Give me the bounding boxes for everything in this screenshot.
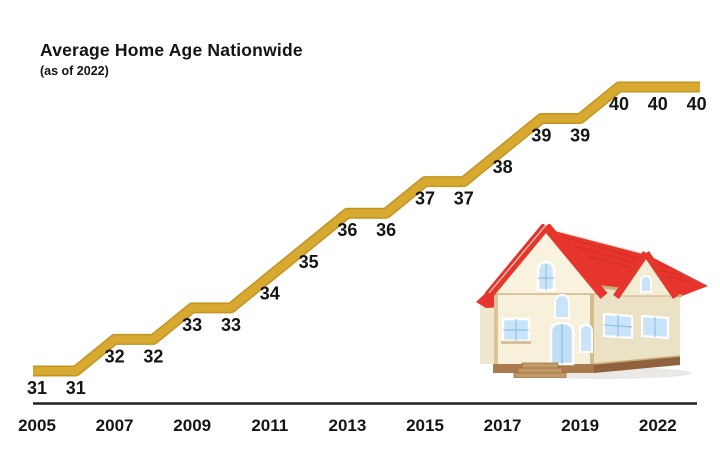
house-main-gable [484,224,608,299]
x-tick-label: 2005 [18,416,56,435]
value-label: 36 [337,220,357,240]
value-label: 40 [648,94,668,114]
value-label: 33 [182,315,202,335]
house-front-windows [501,293,593,366]
value-label: 37 [415,189,435,209]
step-line [33,83,701,375]
value-label: 39 [531,126,551,146]
x-tick-label: 2019 [561,416,599,435]
chart-title: Average Home Age Nationwide [40,40,303,60]
x-tick-label: 2007 [96,416,134,435]
value-label: 40 [687,94,707,114]
value-label: 31 [66,378,86,398]
house-right-wall [593,286,681,373]
value-label: 37 [454,189,474,209]
value-label: 35 [299,252,319,272]
value-label: 32 [105,346,125,366]
value-label: 33 [221,315,241,335]
value-label: 36 [376,220,396,240]
x-tick-label: 2013 [328,416,366,435]
house-right-gable [613,251,679,299]
chart-subtitle: (as of 2022) [40,64,109,78]
value-label: 34 [260,283,280,303]
x-tick-label: 2011 [251,416,288,435]
value-label: 38 [493,157,513,177]
value-label: 40 [609,94,629,114]
value-label: 32 [143,346,163,366]
value-label: 39 [570,126,590,146]
x-tick-label: 2022 [639,416,677,435]
x-tick-label: 2017 [484,416,522,435]
value-label: 31 [27,378,47,398]
house-illustration [476,224,708,379]
title-block: Average Home Age Nationwide (as of 2022) [40,40,303,78]
house-steps [513,362,567,378]
x-tick-label: 2009 [173,416,211,435]
x-tick-label: 2015 [406,416,444,435]
